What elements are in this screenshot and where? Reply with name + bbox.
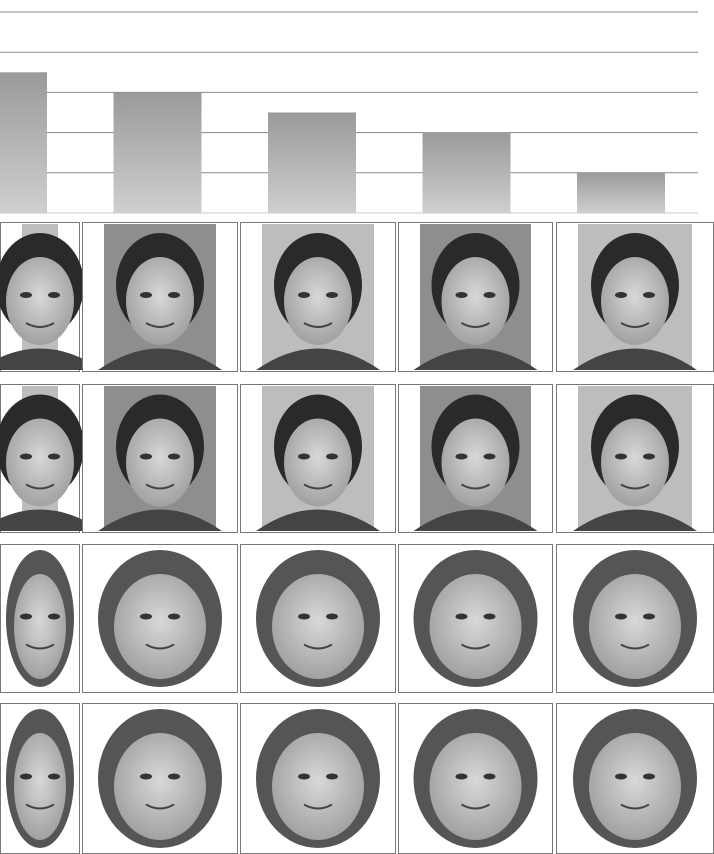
eye xyxy=(455,613,468,620)
face xyxy=(589,574,681,679)
mouth xyxy=(461,643,490,650)
mouth xyxy=(303,643,333,650)
face xyxy=(429,574,522,679)
eye xyxy=(20,613,32,620)
face xyxy=(601,257,669,345)
eye xyxy=(140,613,152,620)
bar xyxy=(422,132,511,213)
eye xyxy=(48,773,60,780)
eye xyxy=(455,773,468,780)
eye xyxy=(20,292,32,298)
mouth xyxy=(303,483,333,490)
shoulders xyxy=(256,509,380,531)
face xyxy=(14,733,66,840)
face xyxy=(114,733,206,840)
bar-chart xyxy=(0,11,698,214)
eye xyxy=(140,773,152,780)
eye xyxy=(168,292,180,298)
face xyxy=(429,733,522,840)
eye xyxy=(483,453,496,460)
eye xyxy=(168,453,180,460)
eye xyxy=(643,613,655,620)
eye xyxy=(298,773,310,780)
eye xyxy=(168,613,180,620)
bar xyxy=(0,72,47,213)
shoulders xyxy=(573,509,697,531)
eye xyxy=(326,453,338,460)
eye xyxy=(140,292,152,298)
mouth xyxy=(303,322,333,328)
shoulders xyxy=(573,348,697,370)
eye xyxy=(48,613,60,620)
mouth xyxy=(461,322,490,328)
eye xyxy=(455,292,468,298)
mouth xyxy=(25,322,55,328)
eye xyxy=(455,453,468,460)
shoulders xyxy=(98,509,222,531)
mouth xyxy=(461,803,490,810)
eye xyxy=(48,292,60,298)
eye xyxy=(483,292,496,298)
face xyxy=(272,574,364,679)
eye xyxy=(483,613,496,620)
mouth xyxy=(620,803,650,810)
face-grid xyxy=(0,222,714,854)
mouth xyxy=(25,803,55,810)
face xyxy=(126,418,194,507)
eye xyxy=(643,773,655,780)
mouth xyxy=(145,643,175,650)
mouth xyxy=(620,483,650,490)
mouth xyxy=(145,322,175,328)
eye xyxy=(643,453,655,460)
mouth xyxy=(461,483,490,490)
face xyxy=(601,418,669,507)
mouth xyxy=(620,643,650,650)
face xyxy=(14,574,66,679)
shoulders xyxy=(256,348,380,370)
face xyxy=(284,257,352,345)
eye xyxy=(615,773,627,780)
eye xyxy=(326,292,338,298)
eye xyxy=(298,292,310,298)
face xyxy=(589,733,681,840)
bar xyxy=(268,112,356,213)
eye xyxy=(168,773,180,780)
eye xyxy=(140,453,152,460)
shoulders xyxy=(98,348,222,370)
eye xyxy=(20,773,32,780)
face xyxy=(6,418,74,507)
eye xyxy=(326,613,338,620)
face xyxy=(114,574,206,679)
shoulders xyxy=(0,509,102,531)
shoulders xyxy=(413,509,538,531)
eye xyxy=(48,453,60,460)
eye xyxy=(615,292,627,298)
mouth xyxy=(145,483,175,490)
bar xyxy=(113,92,202,213)
face xyxy=(126,257,194,345)
mouth xyxy=(25,643,55,650)
eye xyxy=(615,453,627,460)
face xyxy=(441,418,510,507)
face xyxy=(272,733,364,840)
eye xyxy=(20,453,32,460)
eye xyxy=(643,292,655,298)
face xyxy=(6,257,74,345)
eye xyxy=(298,613,310,620)
shoulders xyxy=(413,348,538,370)
mouth xyxy=(303,803,333,810)
eye xyxy=(298,453,310,460)
bar xyxy=(577,172,665,213)
face xyxy=(441,257,510,345)
eye xyxy=(615,613,627,620)
eye xyxy=(326,773,338,780)
eye xyxy=(483,773,496,780)
shoulders xyxy=(0,348,102,370)
mouth xyxy=(620,322,650,328)
face xyxy=(284,418,352,507)
mouth xyxy=(25,483,55,490)
mouth xyxy=(145,803,175,810)
